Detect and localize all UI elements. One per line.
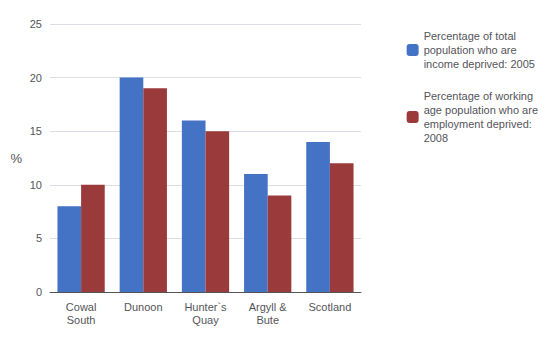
svg-text:0: 0 bbox=[36, 286, 42, 298]
svg-text:income deprived: 2005: income deprived: 2005 bbox=[424, 58, 535, 70]
svg-text:25: 25 bbox=[30, 18, 42, 30]
svg-text:Cowal: Cowal bbox=[66, 301, 97, 313]
svg-text:age population who are: age population who are bbox=[424, 104, 538, 116]
svg-text:South: South bbox=[67, 314, 96, 326]
svg-text:20: 20 bbox=[30, 72, 42, 84]
svg-text:Bute: Bute bbox=[256, 314, 279, 326]
svg-text:2008: 2008 bbox=[424, 132, 448, 144]
svg-text:population who are: population who are bbox=[424, 44, 517, 56]
svg-text:Dunoon: Dunoon bbox=[124, 301, 163, 313]
svg-text:Percentage of working: Percentage of working bbox=[424, 90, 533, 102]
svg-text:Argyll &: Argyll & bbox=[249, 301, 288, 313]
svg-text:Quay: Quay bbox=[192, 314, 219, 326]
svg-text:Percentage of total: Percentage of total bbox=[424, 30, 516, 42]
svg-text:10: 10 bbox=[30, 179, 42, 191]
svg-text:employment deprived:: employment deprived: bbox=[424, 118, 532, 130]
svg-text:5: 5 bbox=[36, 232, 42, 244]
svg-text:15: 15 bbox=[30, 125, 42, 137]
svg-text:%: % bbox=[10, 151, 22, 166]
svg-text:Hunter`s: Hunter`s bbox=[184, 301, 227, 313]
svg-text:Scotland: Scotland bbox=[308, 301, 351, 313]
